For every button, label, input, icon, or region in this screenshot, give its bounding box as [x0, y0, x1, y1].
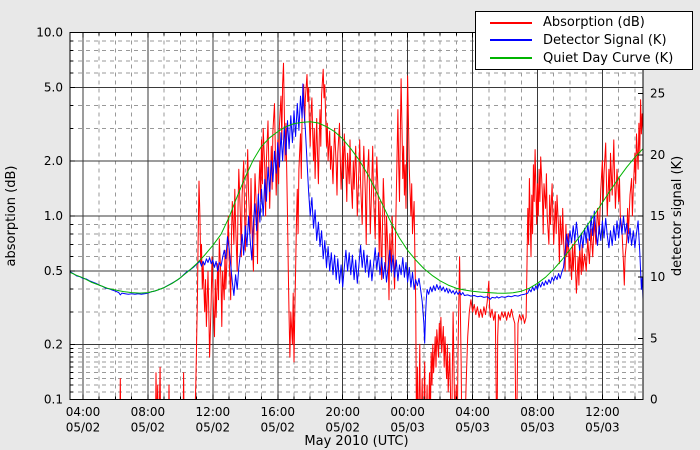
y-right-tick-label: 10	[650, 270, 665, 284]
y-left-tick-label: 0.5	[44, 264, 63, 278]
y-axis-title-left: absorption (dB)	[4, 166, 19, 267]
x-tick-time-label: 20:00	[325, 405, 360, 419]
legend-item-detector-signal: Detector Signal (K)	[476, 33, 692, 48]
legend-label-detector-signal: Detector Signal (K)	[543, 32, 667, 48]
axis-titles: May 2010 (UTC) absorption (dB) detector si…	[4, 156, 685, 449]
detector-signal-line-swatch	[490, 39, 532, 42]
tick-labels: 10.0 5.0 2.0 1.0 0.5 0.2 0.1 25 20 15 10 5 0 04:00 05/…	[36, 26, 665, 435]
x-tick-date-label: 05/03	[455, 421, 490, 435]
y-axis-title-right: detector signal (K)	[670, 156, 685, 276]
legend-item-quiet-day-curve: Quiet Day Curve (K)	[476, 51, 692, 66]
x-tick-date-label: 05/03	[390, 421, 425, 435]
quiet-day-curve-line	[70, 121, 643, 294]
x-tick-date-label: 05/03	[520, 421, 555, 435]
y-right-tick-label: 5	[650, 331, 658, 345]
y-right-tick-label: 25	[650, 87, 665, 101]
x-tick-time-label: 12:00	[585, 405, 620, 419]
x-tick-time-label: 12:00	[196, 405, 231, 419]
quiet-day-curve-line-swatch	[490, 57, 532, 60]
x-tick-date-label: 05/02	[66, 421, 101, 435]
y-right-tick-label: 15	[650, 209, 665, 223]
series-lines	[70, 62, 643, 400]
y-left-tick-label: 1.0	[44, 209, 63, 223]
y-left-tick-label: 0.1	[44, 393, 63, 407]
x-tick-date-label: 05/02	[260, 421, 295, 435]
absorption-line-swatch	[490, 21, 532, 24]
x-tick-time-label: 04:00	[66, 405, 101, 419]
x-tick-time-label: 08:00	[520, 405, 555, 419]
x-axis-title: May 2010 (UTC)	[304, 434, 408, 449]
detector-signal-line	[70, 83, 643, 344]
minor-gridlines	[70, 32, 643, 400]
x-tick-time-label: 00:00	[390, 405, 425, 419]
y-left-tick-label: 10.0	[36, 26, 63, 40]
y-left-tick-label: 0.2	[44, 337, 63, 351]
legend: Absorption (dB) Detector Signal (K) Quie…	[475, 11, 693, 70]
y-right-tick-label: 0	[650, 393, 658, 407]
legend-item-absorption: Absorption (dB)	[476, 15, 692, 30]
absorption-line	[119, 62, 643, 400]
y-right-tick-label: 20	[650, 148, 665, 162]
tick-marks	[70, 32, 643, 400]
x-tick-date-label: 05/02	[196, 421, 231, 435]
legend-label-quiet-day-curve: Quiet Day Curve (K)	[543, 50, 674, 66]
y-left-tick-label: 5.0	[44, 81, 63, 95]
x-tick-date-label: 05/02	[325, 421, 360, 435]
x-tick-time-label: 04:00	[455, 405, 490, 419]
y-left-tick-label: 2.0	[44, 154, 63, 168]
legend-label-absorption: Absorption (dB)	[543, 15, 645, 31]
x-tick-date-label: 05/02	[131, 421, 166, 435]
x-tick-time-label: 16:00	[260, 405, 295, 419]
x-tick-date-label: 05/03	[585, 421, 620, 435]
x-tick-time-label: 08:00	[131, 405, 166, 419]
